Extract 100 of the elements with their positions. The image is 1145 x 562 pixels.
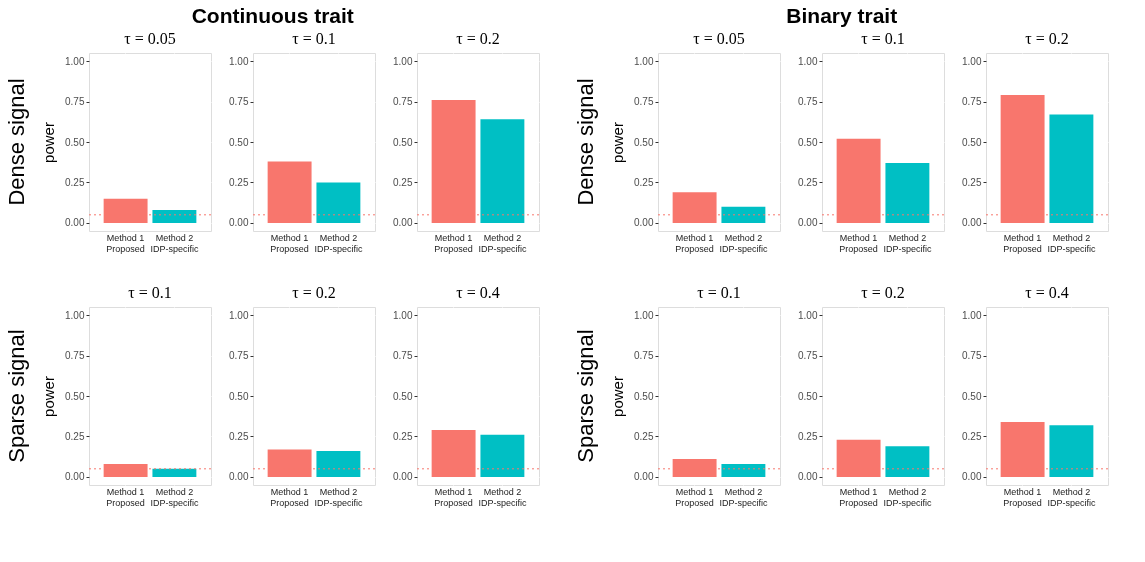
x-tick-label: Method 2 IDP-specific xyxy=(1047,486,1096,508)
y-tick-label: 1.00 xyxy=(634,309,654,321)
y-tick-label: 0.25 xyxy=(229,176,249,188)
x-tick-label: Method 1 Proposed xyxy=(270,232,309,254)
x-tick-label: Method 1 Proposed xyxy=(675,232,714,254)
y-tick-label: 0.25 xyxy=(393,430,413,442)
chart-title: τ = 0.1 xyxy=(861,30,905,47)
y-tick-label: 0.00 xyxy=(962,217,982,229)
text: Sparse signal xyxy=(4,329,29,463)
y-tick-label: 0.25 xyxy=(65,176,85,188)
y-tick-label: 0.50 xyxy=(634,136,654,148)
x-tick-label: Method 2 IDP-specific xyxy=(719,486,768,508)
x-tick-label: Method 2 IDP-specific xyxy=(478,232,527,254)
text: Continuous trait xyxy=(191,3,354,27)
y-tick-label: 0.00 xyxy=(634,217,654,229)
y-tick-label: 0.00 xyxy=(65,217,85,229)
y-tick-label: 1.00 xyxy=(65,309,85,321)
y-tick-label: 1.00 xyxy=(229,309,249,321)
x-tick-label: Method 1 Proposed xyxy=(675,486,714,508)
y-tick-label: 0.75 xyxy=(393,350,413,362)
y-tick-label: 0.75 xyxy=(393,96,413,108)
y-tick-label: 0.00 xyxy=(634,471,654,483)
y-tick-label: 0.75 xyxy=(229,350,249,362)
chart-title: τ = 0.2 xyxy=(456,30,500,47)
y-tick-label: 0.25 xyxy=(229,430,249,442)
y-tick-label: 0.75 xyxy=(65,350,85,362)
y-tick-label: 0.00 xyxy=(393,471,413,483)
y-axis-title: power xyxy=(609,376,627,417)
y-tick-label: 0.50 xyxy=(393,390,413,402)
y-tick-label: 0.75 xyxy=(634,350,654,362)
x-tick-label: Method 2 IDP-specific xyxy=(883,486,932,508)
y-tick-label: 0.25 xyxy=(962,176,982,188)
y-tick-label: 0.50 xyxy=(634,390,654,402)
y-tick-label: 0.75 xyxy=(962,350,982,362)
y-tick-label: 1.00 xyxy=(65,55,85,67)
x-tick-label: Method 2 IDP-specific xyxy=(719,232,768,254)
y-tick-label: 0.50 xyxy=(798,136,818,148)
y-tick-label: 0.25 xyxy=(393,176,413,188)
chart-title: τ = 0.1 xyxy=(697,284,741,301)
x-tick-label: Method 1 Proposed xyxy=(1003,486,1042,508)
y-tick-label: 0.50 xyxy=(229,390,249,402)
x-tick-label: Method 1 Proposed xyxy=(839,232,878,254)
y-tick-label: 1.00 xyxy=(634,55,654,67)
x-tick-label: Method 2 IDP-specific xyxy=(314,232,363,254)
y-tick-label: 0.25 xyxy=(962,430,982,442)
y-tick-label: 0.00 xyxy=(229,471,249,483)
y-tick-label: 0.75 xyxy=(962,96,982,108)
x-tick-label: Method 2 IDP-specific xyxy=(150,232,199,254)
text: Binary trait xyxy=(786,3,898,27)
y-tick-label: 1.00 xyxy=(798,309,818,321)
y-tick-label: 0.75 xyxy=(798,96,818,108)
y-tick-label: 1.00 xyxy=(962,309,982,321)
x-tick-label: Method 2 IDP-specific xyxy=(314,486,363,508)
y-tick-label: 0.50 xyxy=(65,390,85,402)
chart-title: τ = 0.4 xyxy=(456,284,500,301)
y-tick-label: 0.00 xyxy=(798,217,818,229)
y-tick-label: 0.25 xyxy=(65,430,85,442)
x-tick-label: Method 1 Proposed xyxy=(839,486,878,508)
y-tick-label: 1.00 xyxy=(962,55,982,67)
x-tick-label: Method 2 IDP-specific xyxy=(883,232,932,254)
y-tick-label: 0.00 xyxy=(798,471,818,483)
chart-title: τ = 0.05 xyxy=(124,30,176,47)
x-tick-label: Method 1 Proposed xyxy=(434,486,473,508)
y-tick-label: 0.25 xyxy=(798,176,818,188)
chart-title: τ = 0.1 xyxy=(292,30,336,47)
y-tick-label: 0.75 xyxy=(65,96,85,108)
y-tick-label: 1.00 xyxy=(229,55,249,67)
x-tick-label: Method 1 Proposed xyxy=(106,232,145,254)
y-tick-label: 1.00 xyxy=(393,55,413,67)
y-tick-label: 0.50 xyxy=(229,136,249,148)
y-tick-label: 0.25 xyxy=(634,176,654,188)
y-tick-label: 0.00 xyxy=(65,471,85,483)
y-axis-title: power xyxy=(609,122,627,163)
y-tick-label: 1.00 xyxy=(393,309,413,321)
chart-title: τ = 0.1 xyxy=(128,284,172,301)
y-axis-title: power xyxy=(40,122,58,163)
x-tick-label: Method 1 Proposed xyxy=(270,486,309,508)
x-tick-label: Method 2 IDP-specific xyxy=(478,486,527,508)
x-tick-label: Method 1 Proposed xyxy=(1003,232,1042,254)
y-tick-label: 1.00 xyxy=(798,55,818,67)
y-tick-label: 0.50 xyxy=(393,136,413,148)
y-tick-label: 0.75 xyxy=(634,96,654,108)
y-tick-label: 0.00 xyxy=(962,471,982,483)
y-axis-title: power xyxy=(40,376,58,417)
y-tick-label: 0.75 xyxy=(798,350,818,362)
chart-title: τ = 0.2 xyxy=(861,284,905,301)
text: Dense signal xyxy=(4,78,29,206)
chart-title: τ = 0.4 xyxy=(1025,284,1069,301)
y-tick-label: 0.50 xyxy=(962,390,982,402)
y-tick-label: 0.25 xyxy=(634,430,654,442)
chart-title: τ = 0.2 xyxy=(292,284,336,301)
x-tick-label: Method 2 IDP-specific xyxy=(1047,232,1096,254)
x-tick-label: Method 2 IDP-specific xyxy=(150,486,199,508)
y-tick-label: 0.00 xyxy=(393,217,413,229)
y-tick-label: 0.00 xyxy=(229,217,249,229)
x-tick-label: Method 1 Proposed xyxy=(434,232,473,254)
chart-title: τ = 0.05 xyxy=(693,30,745,47)
chart-title: τ = 0.2 xyxy=(1025,30,1069,47)
y-tick-label: 0.50 xyxy=(962,136,982,148)
y-tick-label: 0.25 xyxy=(798,430,818,442)
